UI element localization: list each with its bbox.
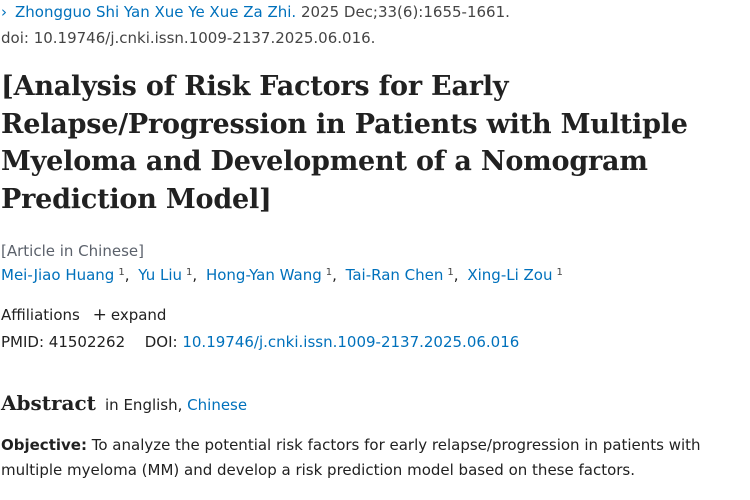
author-item: Yu Liu 1 bbox=[138, 266, 192, 284]
article-language: [Article in Chinese] bbox=[1, 242, 144, 260]
author-item: Tai-Ran Chen 1 bbox=[346, 266, 454, 284]
plus-icon: + bbox=[92, 305, 107, 325]
article-title: [Analysis of Risk Factors for Early Rela… bbox=[1, 68, 746, 218]
author-link[interactable]: Xing-Li Zou bbox=[467, 266, 553, 284]
author-affiliation-ref[interactable]: 1 bbox=[447, 267, 454, 278]
author-affiliation-ref[interactable]: 1 bbox=[325, 267, 333, 278]
author-link[interactable]: Mei-Jiao Huang bbox=[1, 266, 115, 284]
expand-label: expand bbox=[110, 306, 167, 324]
citation-doi: doi: 10.19746/j.cnki.issn.1009-2137.2025… bbox=[1, 29, 376, 47]
author-affiliation-ref[interactable]: 1 bbox=[118, 267, 125, 278]
affiliations-label: Affiliations bbox=[1, 306, 80, 324]
pmid-label: PMID: bbox=[1, 333, 45, 351]
citation-line: › Zhongguo Shi Yan Xue Ye Xue Za Zhi. 202… bbox=[1, 3, 510, 21]
objective-text: To analyze the potential risk factors fo… bbox=[1, 436, 701, 479]
author-item: Xing-Li Zou 1 bbox=[467, 266, 563, 284]
abstract-objective: Objective: To analyze the potential risk… bbox=[1, 433, 746, 482]
abstract-title: Abstract bbox=[1, 391, 96, 415]
title-line: [Analysis of Risk Factors for Early bbox=[1, 71, 509, 102]
identifiers-row: PMID: 41502262 DOI: 10.19746/j.cnki.issn… bbox=[1, 333, 519, 351]
objective-label: Objective: bbox=[1, 436, 87, 454]
author-list: Mei-Jiao Huang 1, Yu Liu 1, Hong-Yan Wang 1… bbox=[1, 266, 563, 284]
author-affiliation-ref[interactable]: 1 bbox=[556, 267, 563, 278]
title-line: Relapse/Progression in Patients with Mul… bbox=[1, 108, 688, 140]
doi-label: DOI: bbox=[144, 333, 178, 351]
author-affiliation-ref[interactable]: 1 bbox=[186, 267, 193, 278]
abstract-language-label: in English, bbox=[105, 396, 183, 414]
title-line: Prediction Model] bbox=[1, 183, 272, 215]
author-item: Hong-Yan Wang 1 bbox=[206, 266, 332, 284]
citation-date: 2025 Dec;33(6):1655-1661. bbox=[300, 3, 510, 21]
abstract-header: Abstract in English, Chinese bbox=[1, 391, 247, 415]
journal-link[interactable]: Zhongguo Shi Yan Xue Ye Xue Za Zhi. bbox=[15, 3, 297, 21]
doi-link[interactable]: 10.19746/j.cnki.issn.1009-2137.2025.06.0… bbox=[182, 333, 520, 351]
abstract-language-link[interactable]: Chinese bbox=[187, 396, 248, 414]
chevron-right-icon[interactable]: › bbox=[1, 3, 7, 21]
author-item: Mei-Jiao Huang 1 bbox=[1, 266, 125, 284]
author-link[interactable]: Tai-Ran Chen bbox=[345, 266, 444, 284]
pmid-value: 41502262 bbox=[48, 333, 126, 351]
abstract-language: in English, Chinese bbox=[105, 396, 247, 414]
author-link[interactable]: Yu Liu bbox=[138, 266, 183, 284]
title-line: Myeloma and Development of a Nomogram bbox=[1, 146, 648, 177]
expand-affiliations-button[interactable]: + expand bbox=[92, 305, 167, 325]
author-link[interactable]: Hong-Yan Wang bbox=[205, 266, 322, 284]
affiliations-row: Affiliations + expand bbox=[1, 305, 166, 325]
